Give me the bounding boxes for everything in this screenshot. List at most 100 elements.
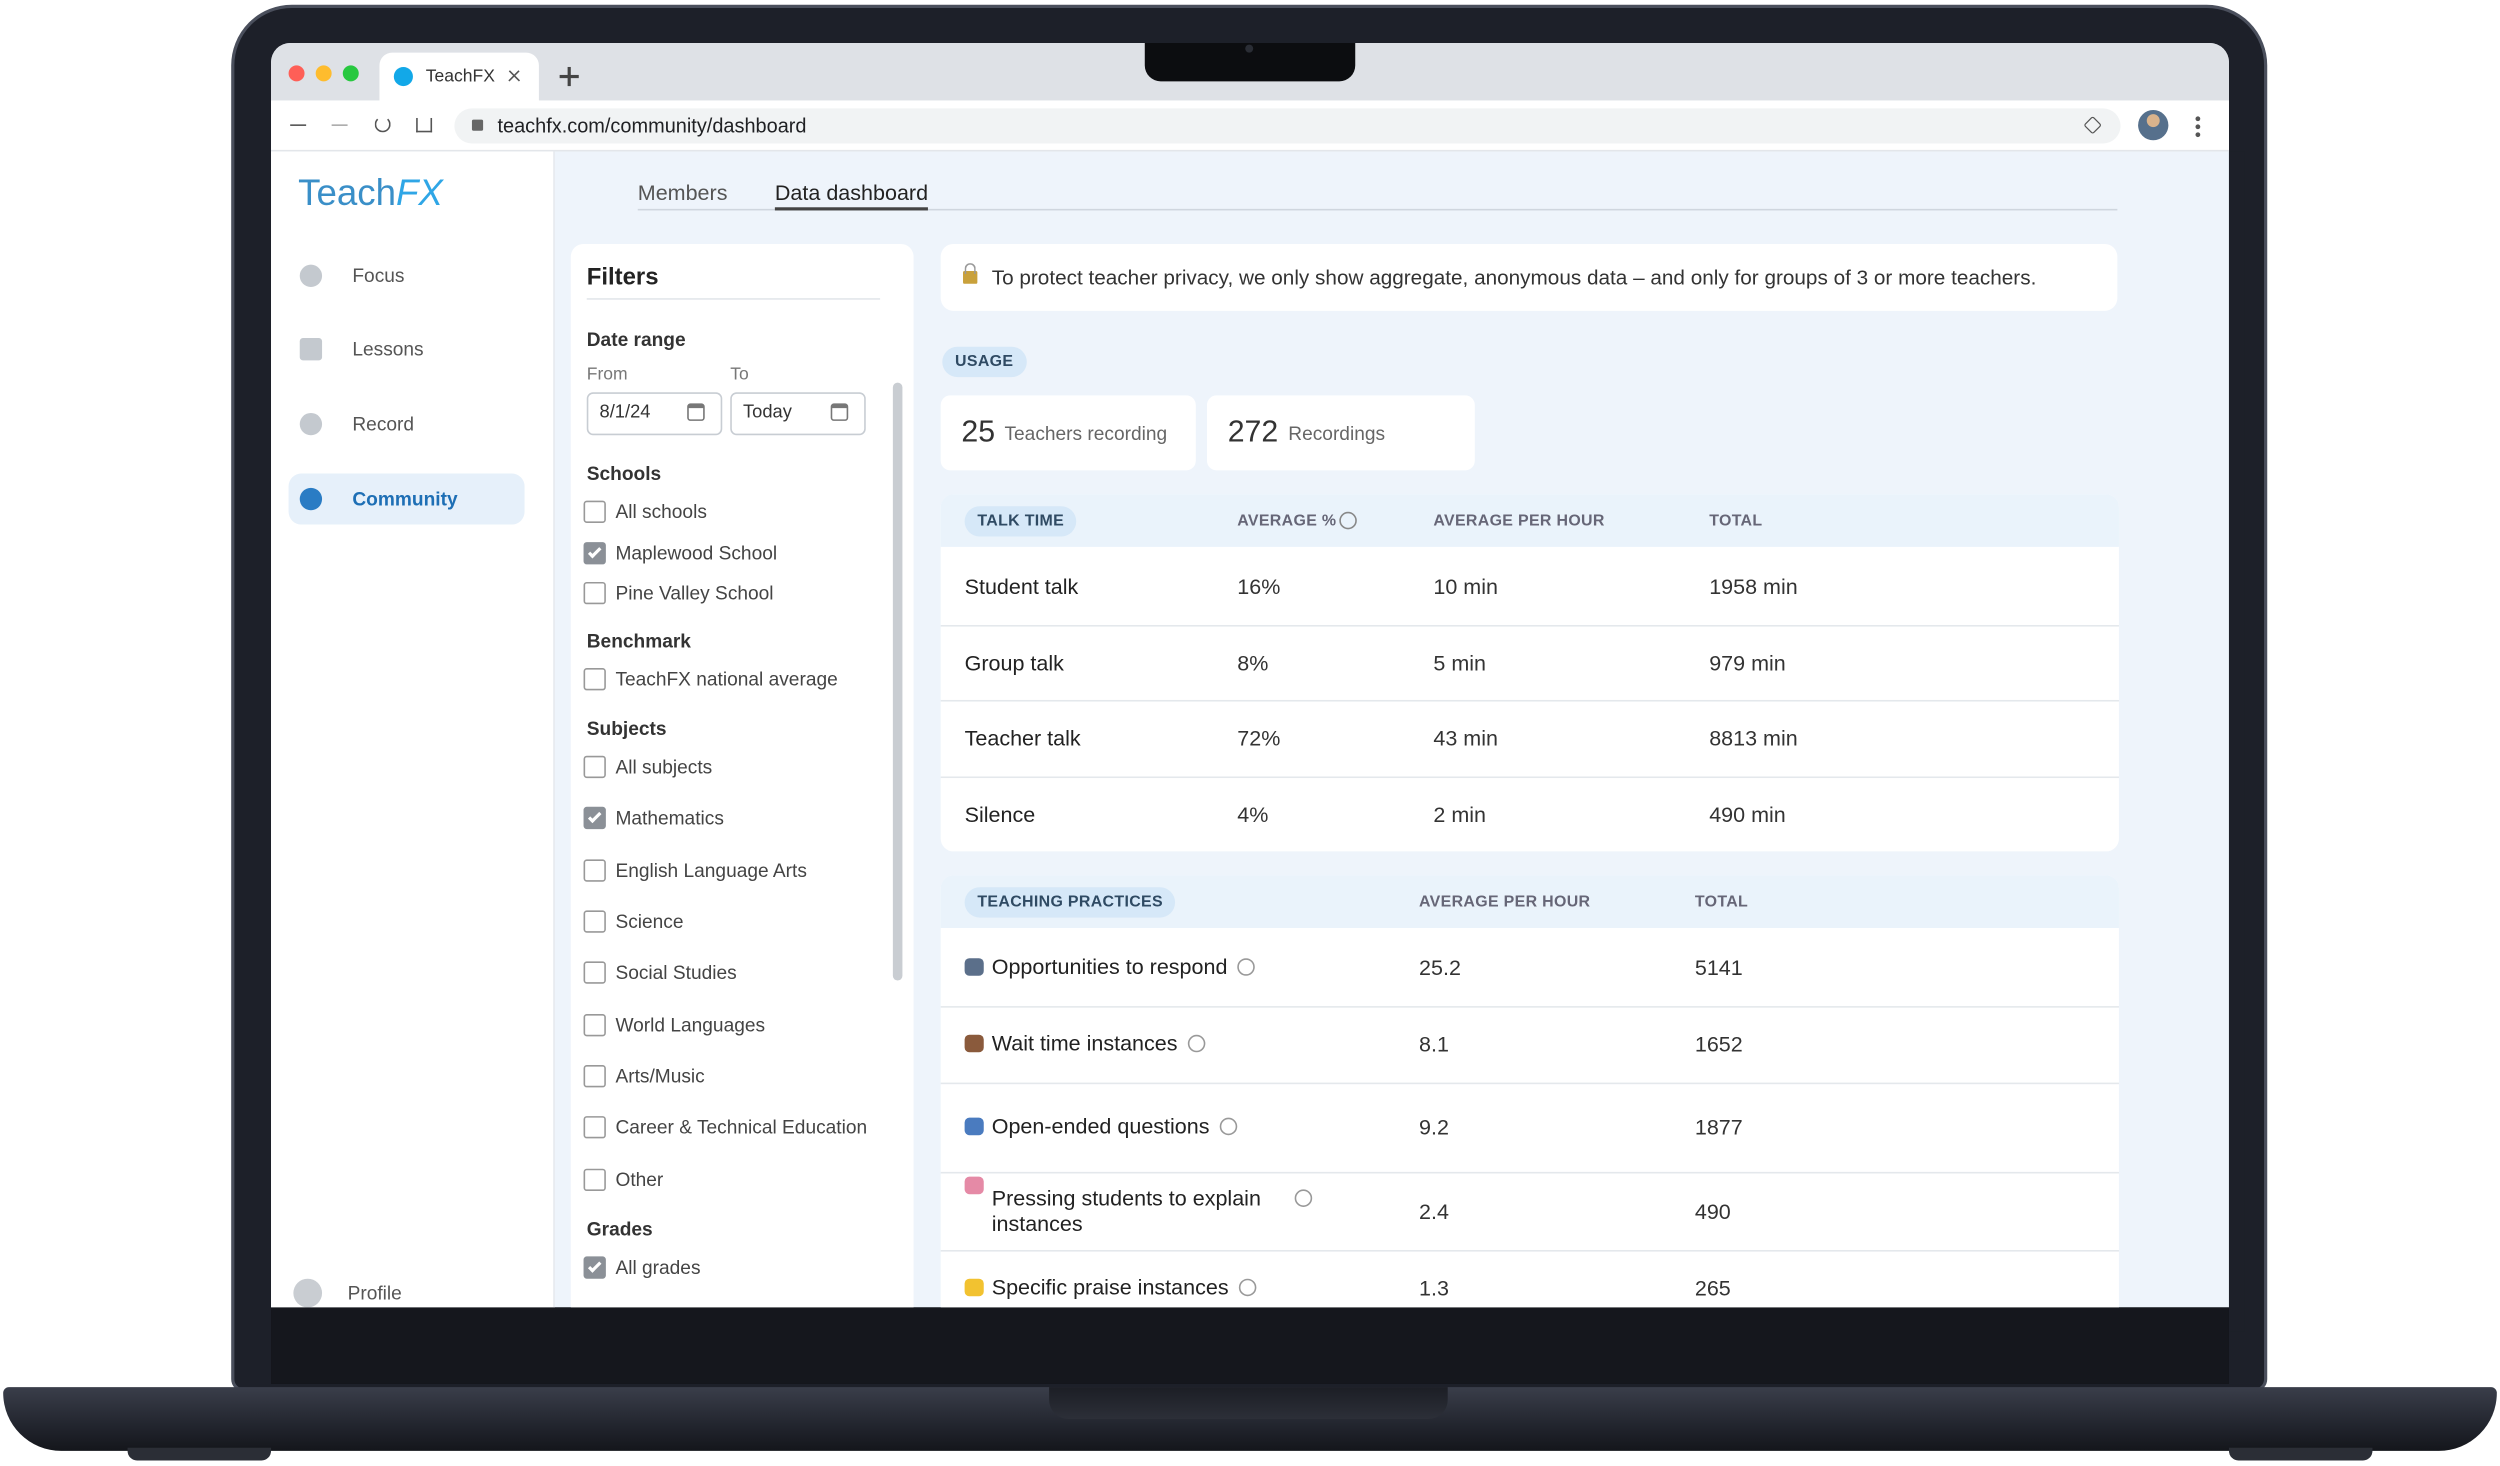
- checkbox-label[interactable]: Arts/Music: [615, 1065, 705, 1088]
- table-cell: 4%: [1237, 802, 1269, 827]
- table-cell: 8813 min: [1709, 726, 1798, 751]
- stat-label: Teachers recording: [1004, 422, 1168, 445]
- checkbox-label[interactable]: Career & Technical Education: [615, 1116, 868, 1139]
- checkbox[interactable]: [583, 859, 606, 882]
- new-tab[interactable]: [567, 66, 571, 87]
- filter-heading: Schools: [586, 462, 662, 485]
- table-cell: 490 min: [1709, 802, 1786, 827]
- checkbox[interactable]: [583, 1065, 606, 1088]
- checkbox[interactable]: [583, 500, 606, 523]
- checkbox[interactable]: [583, 581, 606, 605]
- nav-icon: [299, 412, 323, 436]
- checkbox[interactable]: [583, 1168, 606, 1192]
- row-divider: [940, 1171, 2119, 1174]
- window-control[interactable]: [342, 65, 359, 82]
- checkbox[interactable]: [583, 1014, 606, 1037]
- window-control[interactable]: [288, 65, 305, 82]
- url: teachfx.com/community/dashboard: [497, 114, 807, 138]
- checkbox[interactable]: [583, 542, 606, 565]
- checkbox-label[interactable]: English Language Arts: [615, 859, 807, 882]
- table-cell: 16%: [1237, 574, 1281, 599]
- checkbox-label[interactable]: All schools: [615, 500, 707, 523]
- checkbox-label[interactable]: Mathematics: [615, 806, 724, 830]
- table-cell: Silence: [964, 802, 1036, 827]
- checkbox-label[interactable]: Other: [615, 1168, 664, 1192]
- checkbox-label[interactable]: All subjects: [615, 755, 713, 779]
- filters-title: Filters: [586, 263, 659, 291]
- nav-item[interactable]: Lessons: [352, 338, 424, 361]
- checkbox-label[interactable]: Pine Valley School: [615, 581, 774, 605]
- table-cell: 2.4: [1419, 1199, 1449, 1224]
- checkbox-label[interactable]: World Languages: [615, 1014, 766, 1037]
- table-cell: 25.2: [1419, 955, 1461, 980]
- date-input[interactable]: [586, 392, 723, 436]
- practice-label-text: Wait time instances: [991, 1031, 1178, 1056]
- checkbox[interactable]: [583, 668, 606, 691]
- column-header: AVERAGE PER HOUR: [1433, 512, 1605, 531]
- menu-dot[interactable]: [2195, 132, 2201, 138]
- checkbox[interactable]: [583, 755, 606, 779]
- practice-label-text: Open-ended questions: [991, 1114, 1210, 1139]
- checkbox-label[interactable]: Science: [615, 910, 684, 933]
- stat-label: Recordings: [1288, 422, 1386, 445]
- tab-underline: [774, 207, 928, 211]
- table-cell: 1652: [1694, 1032, 1743, 1057]
- tab[interactable]: Data dashboard: [774, 180, 929, 205]
- address-bar[interactable]: [454, 108, 2121, 144]
- checkbox[interactable]: [583, 961, 606, 984]
- checkbox-label[interactable]: TeachFX national average: [615, 668, 838, 691]
- checkbox-label[interactable]: Social Studies: [615, 961, 737, 984]
- logo-main: Teach: [298, 171, 397, 213]
- table-cell: 10 min: [1433, 574, 1498, 599]
- row-divider: [940, 1006, 2119, 1008]
- table-cell: 2 min: [1433, 802, 1487, 827]
- row-divider: [940, 776, 2119, 779]
- logo-accent: FX: [396, 171, 443, 213]
- checkmark: [587, 1258, 601, 1272]
- practice-icon: [964, 1176, 984, 1195]
- practice-icon: [964, 1117, 984, 1136]
- nav-item[interactable]: Focus: [352, 264, 405, 287]
- table-cell: 1.3: [1419, 1276, 1449, 1301]
- profile-avatar[interactable]: [2138, 110, 2169, 141]
- reload-button[interactable]: [374, 116, 391, 133]
- lock-icon: [471, 119, 484, 131]
- column-header: AVERAGE %: [1237, 512, 1337, 531]
- practice-icon: [964, 1034, 984, 1053]
- window-control[interactable]: [315, 65, 332, 82]
- checkbox-label[interactable]: Maplewood School: [615, 542, 778, 565]
- table-header: [940, 494, 2119, 547]
- date-input[interactable]: [730, 392, 866, 436]
- forward-button[interactable]: [331, 124, 348, 127]
- practice-label-text: Opportunities to respond: [991, 955, 1228, 979]
- checkbox[interactable]: [583, 806, 606, 830]
- table-cell: 265: [1694, 1276, 1731, 1301]
- foot-right: [2228, 1447, 2373, 1461]
- nav-active-bg: [288, 473, 525, 525]
- practices-card: [940, 875, 2119, 1338]
- tabs-divider: [637, 208, 2118, 211]
- home-button[interactable]: [416, 117, 433, 133]
- checkbox[interactable]: [583, 1256, 606, 1279]
- row-divider: [940, 1082, 2119, 1085]
- tab[interactable]: Members: [637, 180, 728, 205]
- checkbox-label[interactable]: All grades: [615, 1256, 701, 1279]
- practice-label: Opportunities to respond: [992, 955, 1255, 981]
- menu-dot[interactable]: [2195, 124, 2201, 130]
- checkbox[interactable]: [583, 1116, 606, 1139]
- checkbox[interactable]: [583, 910, 606, 933]
- menu-dot[interactable]: [2195, 116, 2201, 122]
- section-badge: TEACHING PRACTICES: [964, 887, 1176, 918]
- filters-divider: [586, 298, 881, 300]
- table-cell: 8%: [1237, 651, 1269, 676]
- camera: [1245, 44, 1254, 53]
- checkmark: [587, 808, 601, 823]
- bezel-chin-cover: [271, 1307, 2229, 1384]
- info-icon: [1339, 511, 1357, 530]
- nav-item[interactable]: Community: [352, 487, 458, 511]
- back-button[interactable]: [290, 124, 307, 127]
- nav-item[interactable]: Record: [352, 412, 415, 436]
- profile-link[interactable]: Profile: [347, 1281, 402, 1305]
